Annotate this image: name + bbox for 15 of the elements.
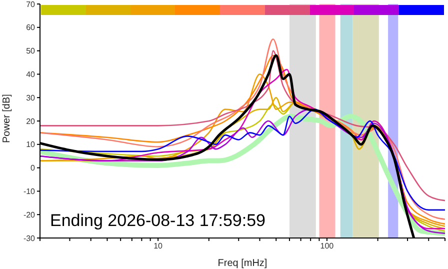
y-tick-label: 50 [26,46,36,56]
y-tick-label: 60 [26,23,36,32]
y-tick-label: 20 [26,116,36,126]
y-axis-title: Power [dB] [2,94,13,143]
x-axis-title: Freq [mHz] [218,258,268,269]
y-tick-label: 70 [26,0,36,9]
y-tick-label: -30 [23,234,36,243]
y-tick-label: 40 [26,70,36,80]
y-tick-label: 30 [26,93,36,102]
y-tick-label: -20 [23,210,36,220]
y-tick-label: 10 [26,140,36,150]
annotation: Ending 2026-08-13 17:59:59 [50,211,266,231]
y-tick-label: 0 [30,164,36,173]
y-tick-label: -10 [23,187,36,196]
x-tick-label: 100 [320,242,334,251]
